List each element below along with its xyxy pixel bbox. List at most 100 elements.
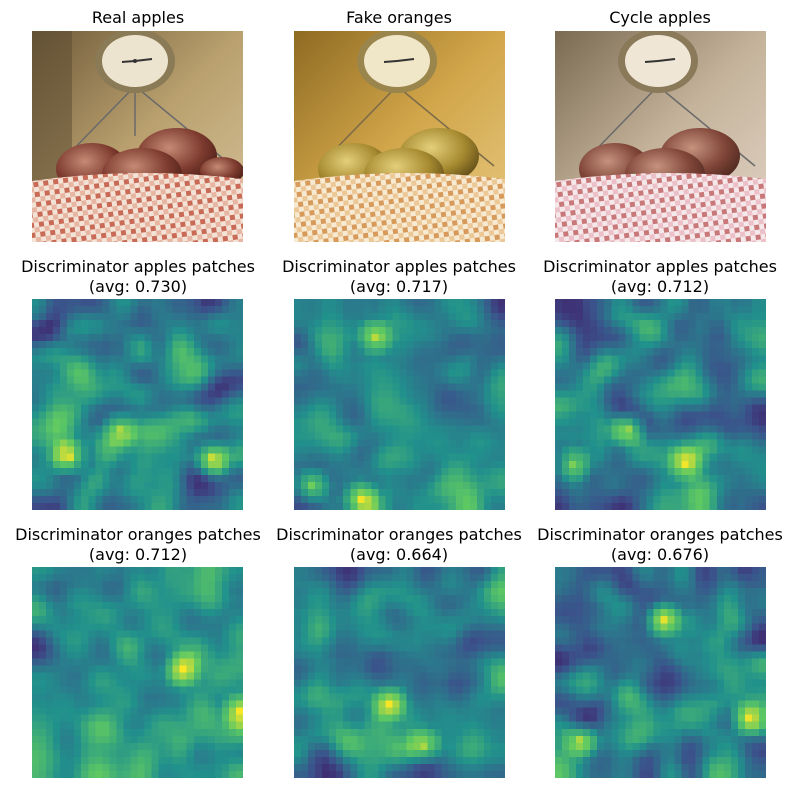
heatmap-cell [364,665,372,673]
heatmap-cell [702,369,710,377]
heatmap-cell [322,700,330,708]
heatmap-cell [343,693,351,701]
heatmap-cell [123,644,131,652]
heatmap-cell [618,567,626,575]
heatmap-cell [186,735,194,743]
heatmap-cell [46,369,54,377]
heatmap-cell [67,327,75,335]
heatmap-cell [413,763,421,772]
heatmap-cell [186,686,194,694]
heatmap-cell [625,411,633,419]
heatmap-cell [604,383,612,391]
heatmap-cell [123,327,131,335]
heatmap-cell [434,749,442,758]
heatmap-cell [357,588,365,596]
heatmap-cell [569,630,577,638]
heatmap-cell [583,460,591,468]
heatmap-cell [695,651,703,659]
heatmap-cell [399,418,407,426]
heatmap-cell [618,390,626,398]
heatmap-cell [186,721,194,729]
heatmap-cell [653,327,661,335]
heatmap-cell [95,735,103,743]
heatmap-cell [207,644,216,652]
heatmap-cell [744,595,753,603]
heatmap-cell [39,341,47,349]
heatmap-cell [214,581,223,589]
heatmap-cell [476,714,485,722]
heatmap-cell [583,439,591,447]
heatmap-cell [294,763,302,772]
heatmap-cell [221,742,230,751]
heatmap-cell [555,595,563,603]
heatmap-cell [618,341,626,349]
heatmap-cell [137,756,145,765]
heatmap-cell [53,341,61,349]
heatmap-cell [674,446,682,454]
heatmap-cell [462,481,470,490]
heatmap-cell [590,630,598,638]
heatmap-cell [228,609,237,617]
heatmap-cell [583,630,591,638]
heatmap-cell [597,495,605,504]
heatmap-cell [695,313,703,321]
heatmap-cell [385,411,393,419]
heatmap-cell [758,502,766,510]
heatmap-cell [235,588,243,596]
heatmap-cell [315,439,323,447]
heatmap-cell [695,630,703,638]
heatmap-cell [322,418,330,426]
heatmap-cell [413,481,421,490]
heatmap-cell [660,313,668,321]
heatmap-cell [151,418,159,426]
heatmap-cell [116,411,124,419]
heatmap-cell [730,665,739,673]
heatmap-cell [441,502,449,510]
heatmap-cell [102,581,110,589]
heatmap-cell [322,609,330,617]
heatmap-cell [758,609,766,617]
heatmap-cell [357,355,365,363]
heatmap-cell [95,306,103,314]
heatmap-cell [751,327,760,335]
heatmap-cell [497,623,505,631]
heatmap-cell [455,686,463,694]
heatmap-cell [221,595,230,603]
heatmap-cell [420,467,428,475]
heatmap-cell [336,700,344,708]
heatmap-cell [611,425,619,433]
heatmap-cell [758,658,766,666]
heatmap-cell [462,658,470,666]
heatmap-cell [46,355,54,363]
heatmap-cell [294,595,302,603]
heatmap-cell [81,432,89,440]
heatmap-cell [329,334,337,342]
heatmap-cell [207,588,216,596]
heatmap-cell [207,637,216,645]
heatmap-cell [144,763,152,772]
heatmap-cell [39,313,47,321]
heatmap-cell [709,299,717,307]
heatmap-cell [420,355,428,363]
heatmap-cell [378,749,386,758]
heatmap-cell [123,348,131,356]
heatmap-cell [81,707,89,715]
heatmap-cell [583,481,591,490]
heatmap-cell [639,588,647,596]
heatmap-cell [322,474,330,483]
heatmap-cell [350,313,358,321]
heatmap-cell [46,749,54,758]
heatmap-cell [758,474,766,483]
heatmap-cell [434,588,442,596]
heatmap-cell [158,770,166,778]
heatmap-cell [116,574,124,582]
heatmap-cell [420,721,428,729]
heatmap-cell [46,651,54,659]
heatmap-cell [186,355,194,363]
heatmap-cell [32,334,40,342]
heatmap-cell [32,488,40,497]
heatmap-cell [562,616,570,624]
heatmap-cell [329,299,337,307]
heatmap-cell [709,425,717,433]
heatmap-cell [448,432,456,440]
